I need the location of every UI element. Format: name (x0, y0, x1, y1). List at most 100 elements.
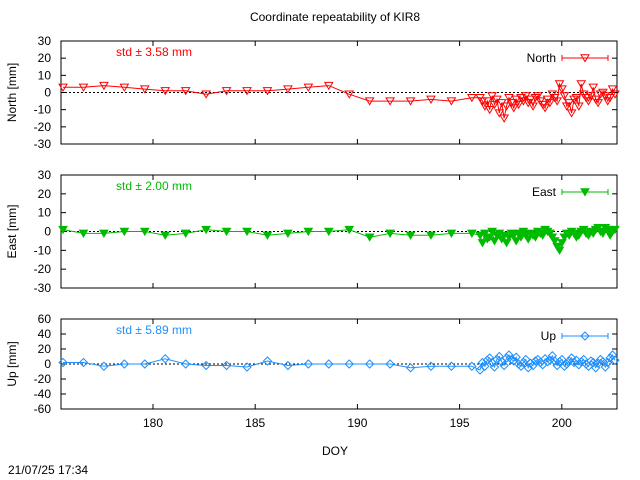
data-point (504, 350, 514, 360)
data-point (477, 357, 488, 368)
data-point (405, 231, 416, 240)
data-point (540, 104, 550, 113)
y-tick-label: -20 (34, 262, 52, 276)
data-point (492, 354, 502, 365)
data-point (494, 109, 505, 118)
data-point (578, 354, 589, 365)
data-point (549, 237, 560, 246)
data-point (78, 229, 89, 238)
y-tick-label: 0 (44, 357, 51, 371)
data-point (446, 97, 457, 106)
data-point (506, 354, 517, 365)
data-point (525, 95, 536, 104)
x-tick-label: 180 (143, 416, 163, 430)
data-point (475, 231, 485, 240)
data-point (508, 231, 519, 240)
data-point (576, 357, 586, 367)
data-point (160, 87, 171, 96)
data-point (160, 354, 170, 364)
data-point (605, 93, 616, 103)
x-tick-label: 185 (245, 416, 265, 430)
data-point (467, 361, 477, 371)
data-point (426, 95, 436, 104)
y-axis-label: Up [mm] (5, 341, 19, 386)
data-point (583, 97, 594, 106)
std-label: std ± 5.89 mm (116, 323, 192, 337)
timestamp: 21/07/25 17:34 (8, 463, 88, 477)
y-tick-label: -20 (34, 372, 52, 386)
data-point (221, 227, 232, 237)
data-point (564, 356, 574, 366)
data-point (532, 92, 543, 101)
data-point (201, 90, 212, 99)
data-point (303, 359, 314, 369)
data-point (78, 357, 89, 368)
data-point (262, 356, 273, 366)
legend-marker (580, 331, 590, 341)
legend-label: North (527, 51, 556, 65)
data-point (552, 360, 562, 371)
data-point (385, 229, 395, 238)
data-point (557, 239, 567, 248)
x-axis-label: DOY (322, 444, 348, 458)
data-point (516, 361, 526, 371)
data-point (521, 354, 531, 365)
data-point (477, 97, 488, 106)
data-point (504, 93, 514, 103)
data-point (554, 80, 565, 89)
data-point (586, 356, 596, 366)
data-point (426, 231, 436, 240)
legend-label: Up (541, 329, 557, 343)
data-point (480, 361, 490, 371)
data-point (528, 102, 538, 111)
y-axis-label: North [mm] (5, 63, 19, 122)
data-point (426, 361, 436, 371)
data-point (566, 109, 577, 118)
data-point (283, 85, 293, 94)
y-tick-label: -40 (34, 387, 52, 401)
data-point (482, 97, 493, 106)
data-point (58, 357, 68, 368)
data-point (569, 95, 579, 104)
data-point (610, 355, 620, 365)
east-panel: -30 -20 -10 0 10 20 30 East [mm] std ± 2.00 mm Ea… (5, 168, 620, 295)
data-point (99, 361, 109, 371)
y-tick-label: 40 (38, 327, 52, 341)
data-point (593, 358, 603, 368)
data-point (545, 99, 555, 108)
data-point (511, 352, 521, 362)
y-tick-label: -20 (34, 120, 52, 134)
data-point (344, 359, 354, 369)
data-point (559, 361, 570, 371)
data-point (484, 105, 495, 115)
data-point (139, 227, 150, 237)
std-label: std ± 3.58 mm (116, 45, 192, 59)
data-point (489, 237, 500, 246)
data-point (283, 229, 293, 238)
data-point (593, 99, 603, 108)
chart-panels: -30 -20 -10 0 10 20 30 North [mm] std ± 3.58 mm N… (5, 34, 620, 430)
legend-marker (580, 54, 590, 63)
data-point (364, 97, 375, 106)
data-point (506, 99, 517, 108)
data-point (262, 87, 273, 96)
data-point (523, 235, 534, 244)
data-point (499, 360, 509, 371)
data-point (489, 100, 500, 110)
data-point (446, 361, 457, 371)
data-point (607, 85, 618, 94)
data-point (99, 81, 109, 91)
y-tick-label: -60 (34, 402, 52, 416)
data-point (242, 227, 252, 237)
data-point (119, 227, 130, 237)
y-tick-label: 20 (38, 342, 52, 356)
data-point (221, 87, 232, 96)
data-point (573, 102, 584, 111)
x-tick-label: 190 (347, 416, 367, 430)
data-point (477, 239, 488, 248)
y-tick-label: -10 (34, 243, 52, 257)
data-point (501, 102, 512, 111)
chart-title: Coordinate repeatability of KIR8 (250, 10, 420, 24)
data-point (566, 353, 577, 363)
